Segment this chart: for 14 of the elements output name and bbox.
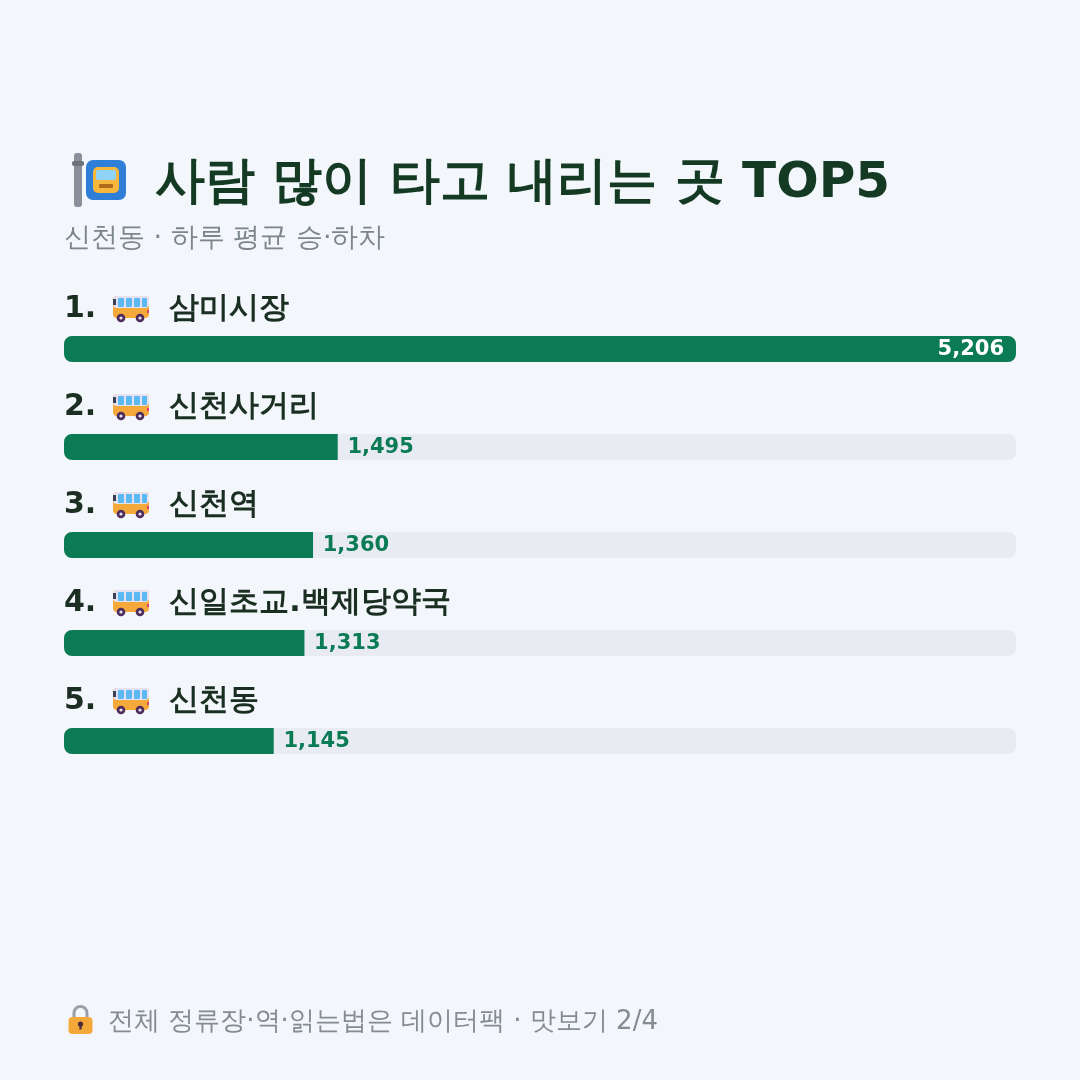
data-label: 1,145 — [283, 728, 350, 753]
data-label: 5,206 — [937, 336, 1004, 361]
category-label: 1. 삼미시장 — [64, 288, 290, 324]
data-label: 1,495 — [347, 434, 414, 459]
category-label: 2. 신천사거리 — [64, 386, 320, 422]
category-label: 5. 신천동 — [64, 680, 260, 716]
data-label: 1,360 — [322, 532, 390, 557]
category-label: 4. 신일초교.백제당약국 — [64, 582, 451, 618]
category-label: 3. 신천역 — [64, 484, 260, 520]
chart-title: 사람 많이 타고 내리는 곳 TOP5 — [155, 150, 891, 210]
data-label: 1,313 — [314, 630, 381, 655]
chart-subtitle: 신천동 · 하루 평균 승·하차 — [64, 220, 386, 254]
bar — [64, 727, 274, 754]
text: 전체 정류장·역·읽는법은 데이터팩 · 맛보기 2/4 — [108, 1004, 658, 1037]
